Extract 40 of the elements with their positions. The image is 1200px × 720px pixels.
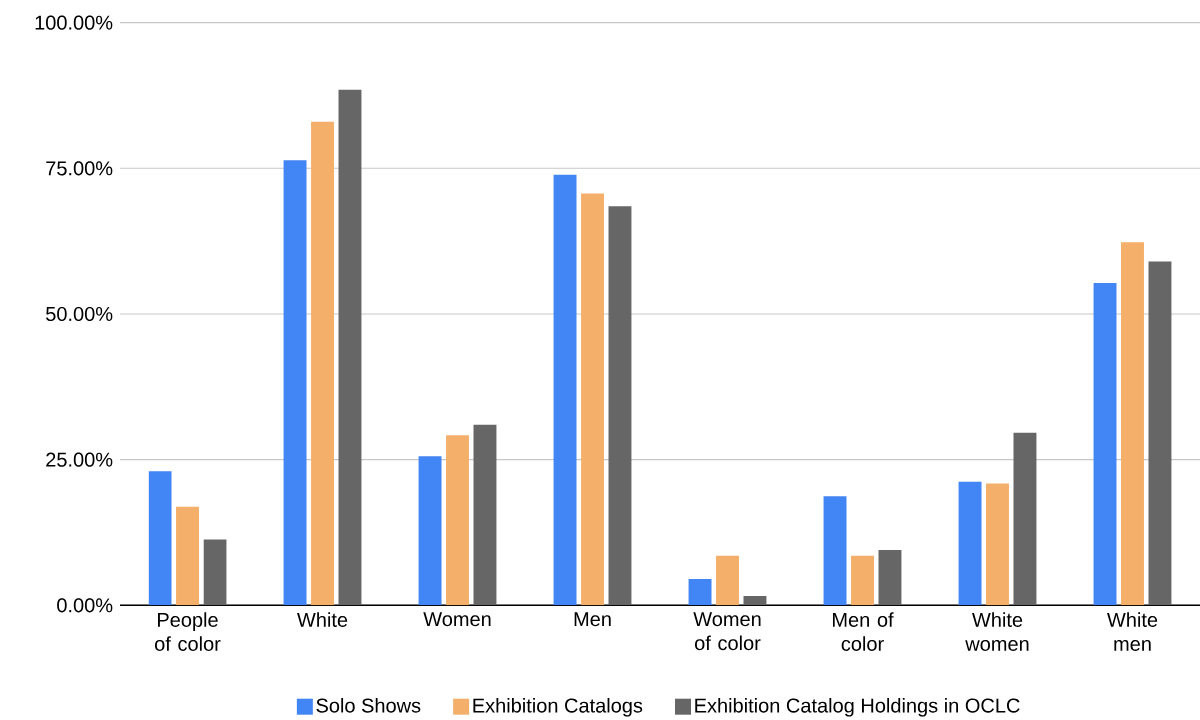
bar [716,555,739,606]
bar [743,596,767,606]
bar [1013,432,1037,606]
bar [1148,261,1172,606]
bar [338,89,362,606]
bar [958,481,982,606]
bar [608,206,632,606]
bar [688,579,712,606]
y-tick-label: 100.00% [35,15,113,30]
bar [986,483,1009,606]
bar [283,160,307,606]
x-tick-label: White [297,612,348,627]
x-tick-label: Men [574,612,611,627]
bar [176,506,199,606]
bar [1121,242,1144,606]
bar [581,193,604,606]
legend-label: Solo Shows [316,697,421,713]
x-tick-label: Men of color [833,612,894,651]
bar [878,549,902,606]
bar [1093,283,1117,606]
x-tick-label: Women of color [693,612,761,651]
bar [311,121,334,606]
bar [823,496,847,606]
bar [418,456,442,606]
x-tick-label: White women [965,612,1029,651]
bar [851,555,874,606]
bar [203,539,227,606]
bar [148,471,172,606]
y-tick-label: 75.00% [46,161,113,176]
y-tick-label: 0.00% [57,598,113,613]
x-tick-label: Women [423,612,491,627]
bar [553,174,577,606]
bar [446,435,469,606]
y-tick-label: 25.00% [46,452,113,467]
x-tick-label: People of color [154,612,221,651]
x-tick-label: White men [1107,612,1158,651]
bar [473,424,497,606]
y-tick-label: 50.00% [46,306,113,322]
legend-label: Exhibition Catalog Holdings in OCLC [695,697,1020,717]
legend-label: Exhibition Catalogs [473,697,643,717]
